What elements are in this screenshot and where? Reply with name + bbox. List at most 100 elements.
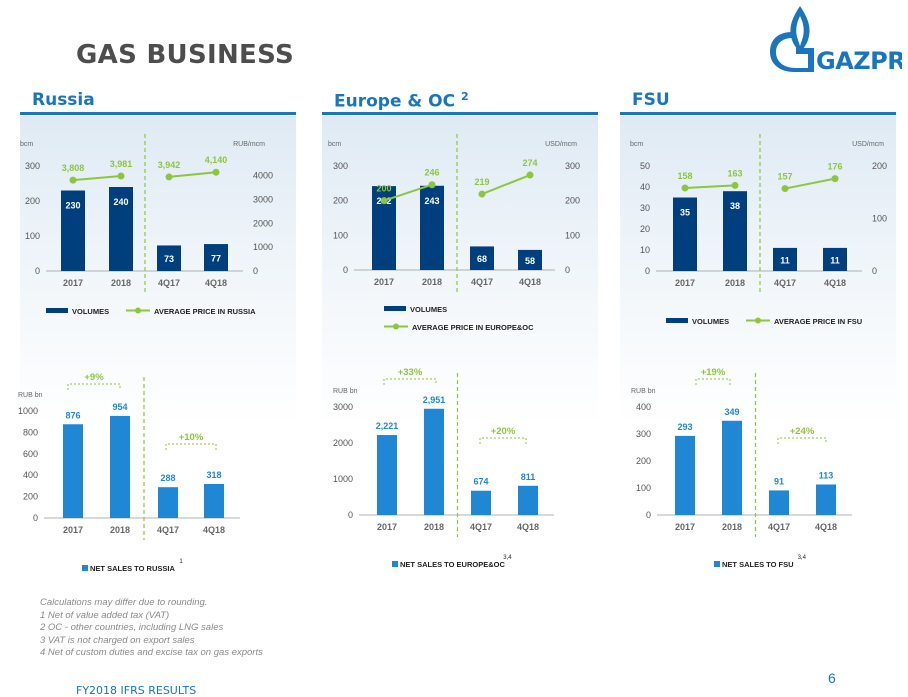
- footnote: 2 OC - other countries, including LNG sa…: [40, 622, 224, 634]
- y2-tick-label: 1000: [253, 242, 273, 252]
- legend-label-sales: NET SALES TO EUROPE&OC: [400, 560, 505, 569]
- price-line: [481, 174, 531, 196]
- price-label: 219: [474, 177, 489, 187]
- growth-bracket: [479, 437, 527, 444]
- section-header-russia: Russia: [32, 90, 95, 110]
- sales-bar: [471, 490, 491, 515]
- sales-bar: [377, 435, 397, 515]
- sales-bar: [722, 420, 742, 515]
- y-tick-label: 100: [636, 483, 651, 493]
- y-tick-label: 40: [640, 182, 650, 192]
- legend-swatch-price-dot: [135, 307, 141, 314]
- x-tick-label: 2018: [110, 525, 130, 535]
- footnote: 4 Net of custom duties and excise tax on…: [40, 647, 263, 659]
- x-tick-label: 4Q17: [158, 278, 180, 288]
- price-point: [781, 185, 789, 193]
- y-tick-label: 0: [343, 265, 348, 275]
- growth-bracket: [67, 383, 121, 390]
- legend-label-sales: NET SALES TO FSU: [722, 560, 794, 569]
- footnote: 3 VAT is not charged on export sales: [40, 634, 195, 646]
- x-tick-label: 4Q18: [519, 277, 541, 287]
- growth-bracket: [165, 443, 217, 450]
- price-point: [165, 173, 173, 181]
- y-tick-label: 200: [333, 196, 348, 206]
- x-tick-label: 4Q17: [774, 278, 796, 288]
- legend-swatch-sales: [392, 561, 398, 567]
- volume-bar-label: 68: [477, 254, 487, 264]
- y-axis-title: RUB bn: [631, 388, 656, 395]
- sales-bar-label: 293: [677, 422, 692, 432]
- sales-bar: [204, 483, 224, 518]
- growth-bracket: [383, 378, 437, 385]
- growth-label: +20%: [491, 426, 516, 437]
- growth-bracket: [695, 378, 731, 385]
- volume-bar-label: 11: [780, 255, 790, 265]
- legend-label-volumes: VOLUMES: [410, 305, 447, 314]
- price-line: [684, 184, 736, 190]
- y-tick-label: 400: [23, 470, 38, 480]
- x-tick-label: 2017: [63, 525, 83, 535]
- y-tick-label: 200: [636, 456, 651, 466]
- price-line: [72, 175, 122, 182]
- volume-bar: [518, 249, 542, 270]
- flame-icon: GAZPROM: [770, 6, 908, 75]
- volume-bar-label: 240: [113, 197, 128, 207]
- volume-bar-label: 73: [164, 254, 174, 264]
- y-axis-title: RUB bn: [18, 392, 43, 399]
- y-tick-label: 2000: [333, 438, 353, 448]
- price-line: [168, 171, 217, 178]
- sales-bar: [110, 415, 130, 518]
- price-point: [681, 184, 689, 192]
- y-tick-label: 1000: [18, 406, 38, 416]
- price-point: [380, 197, 388, 205]
- price-label: 176: [827, 162, 842, 172]
- sales-bar-label: 876: [65, 410, 80, 420]
- x-tick-label: 4Q18: [205, 278, 227, 288]
- price-point: [117, 172, 125, 180]
- growth-label: +33%: [398, 367, 423, 378]
- y-tick-label: 0: [33, 513, 38, 523]
- panel-europe: [322, 116, 598, 556]
- y-tick-label: 800: [23, 427, 38, 437]
- legend-swatch-sales: [82, 565, 88, 571]
- legend-swatch-price-dot: [755, 317, 761, 324]
- footnote: 1 Net of value added tax (VAT): [40, 609, 170, 621]
- y-tick-label: 100: [333, 230, 348, 240]
- legend-swatch-price-dot: [393, 323, 399, 330]
- price-label: 163: [727, 168, 742, 178]
- y2-tick-label: 0: [253, 266, 258, 276]
- y2-tick-label: 2000: [253, 218, 273, 228]
- volume-bar: [61, 190, 85, 271]
- legend-label-price: AVERAGE PRICE IN EUROPE&OC: [412, 323, 534, 332]
- growth-label: +10%: [179, 432, 204, 443]
- x-tick-label: 4Q17: [768, 522, 790, 532]
- sales-bar: [769, 490, 789, 515]
- volume-bar: [109, 187, 133, 271]
- y2-tick-label: 0: [565, 265, 570, 275]
- price-label: 274: [522, 158, 537, 168]
- y2-axis-title: RUB/mcm: [233, 141, 265, 148]
- y-tick-label: 300: [25, 161, 40, 171]
- page-title: GAS BUSINESS: [76, 40, 294, 70]
- volume-bar-label: 77: [211, 254, 221, 264]
- y2-tick-label: 0: [872, 266, 877, 276]
- sales-bar: [518, 485, 538, 515]
- legend-footnote-sup: 3,4: [503, 555, 512, 561]
- x-tick-label: 2017: [675, 522, 695, 532]
- footnote: Calculations may differ due to rounding.: [40, 597, 208, 608]
- volume-bar-label: 58: [525, 256, 535, 266]
- y-tick-label: 20: [640, 224, 650, 234]
- x-tick-label: 4Q17: [470, 522, 492, 532]
- price-line: [383, 183, 433, 202]
- legend-label-sales: NET SALES TO RUSSIA: [90, 564, 175, 573]
- y-tick-label: 30: [640, 203, 650, 213]
- volume-bar-label: 11: [830, 255, 840, 265]
- x-tick-label: 2018: [424, 522, 444, 532]
- legend-label-price: AVERAGE PRICE IN FSU: [774, 317, 862, 326]
- price-label: 4,140: [205, 155, 228, 165]
- sales-bar: [675, 435, 695, 515]
- price-point: [69, 176, 77, 184]
- volume-bar: [773, 247, 797, 271]
- y2-tick-label: 300: [565, 161, 580, 171]
- x-tick-label: 2018: [722, 522, 742, 532]
